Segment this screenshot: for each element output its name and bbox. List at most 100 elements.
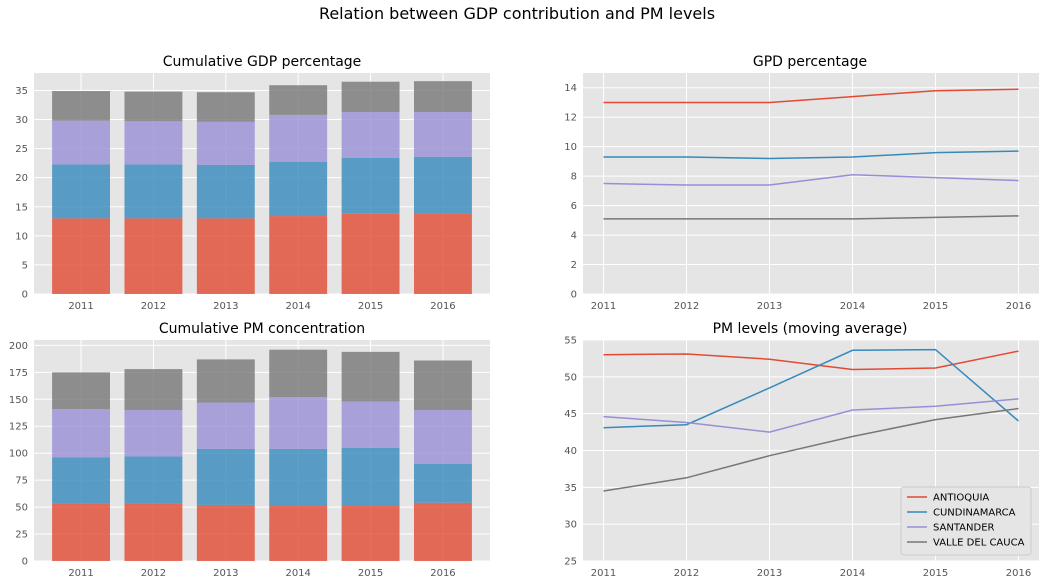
- y-tick-label: 15: [15, 202, 28, 213]
- x-tick-label: 2016: [430, 568, 455, 579]
- x-tick-label: 2016: [1006, 568, 1031, 579]
- y-tick-label: 2: [571, 260, 577, 271]
- x-tick-label: 2015: [358, 568, 383, 579]
- x-tick-label: 2012: [674, 568, 699, 579]
- x-tick-label: 2013: [213, 301, 238, 312]
- x-tick-label: 2012: [141, 568, 166, 579]
- y-tick-label: 4: [571, 231, 577, 242]
- x-tick-label: 2016: [430, 301, 455, 312]
- panel-title: Cumulative GDP percentage: [163, 54, 362, 70]
- bar-segment: [52, 218, 110, 294]
- x-tick-label: 2014: [285, 568, 310, 579]
- legend-label: CUNDINAMARCA: [933, 508, 1016, 519]
- bar-segment: [52, 120, 110, 165]
- x-tick-label: 2013: [757, 568, 782, 579]
- bar-segment: [414, 360, 472, 411]
- x-tick-label: 2015: [358, 301, 383, 312]
- legend-label: SANTANDER: [933, 523, 995, 534]
- bar-segment: [414, 213, 472, 294]
- y-tick-label: 10: [564, 142, 577, 153]
- x-tick-label: 2013: [213, 568, 238, 579]
- bar-segment: [269, 448, 328, 507]
- bar-segment: [52, 91, 110, 121]
- y-tick-label: 8: [571, 172, 577, 183]
- series-line: [603, 348, 1019, 429]
- panel-cumulative-gdp: Cumulative GDP percentage 0 5 10 15 20 25 30 35…: [15, 54, 490, 312]
- bar-segment: [341, 111, 400, 158]
- bar-segment: [124, 410, 183, 457]
- bar-segment: [414, 463, 472, 503]
- x-tick-label: 2011: [591, 301, 616, 312]
- y-tick-label: 50: [15, 503, 28, 514]
- y-tick-label: 0: [22, 290, 28, 301]
- series-line: [603, 350, 1019, 371]
- legend-box: [900, 486, 1032, 556]
- y-tick-label: 20: [15, 173, 28, 184]
- y-tick-label: 25: [564, 557, 577, 568]
- y-tick-label: 55: [564, 336, 577, 347]
- x-tick-label: 2013: [757, 301, 782, 312]
- bar-segment: [196, 92, 255, 122]
- y-tick-label: 0: [22, 557, 28, 568]
- x-tick-label: 2011: [591, 568, 616, 579]
- bar-segment: [269, 114, 328, 162]
- figure-title: Relation between GDP contribution and PM…: [319, 4, 715, 23]
- y-tick-label: 25: [15, 144, 28, 155]
- x-tick-label: 2012: [141, 301, 166, 312]
- bar-segment: [341, 401, 400, 448]
- bar-segment: [52, 503, 110, 561]
- bar-segment: [341, 506, 400, 561]
- y-tick-label: 10: [15, 231, 28, 242]
- y-tick-label: 30: [15, 115, 28, 126]
- bar-segment: [414, 111, 472, 157]
- bar-segment: [269, 161, 328, 217]
- y-tick-label: 50: [564, 372, 577, 383]
- bar-segment: [269, 216, 328, 294]
- y-tick-label: 25: [15, 530, 28, 541]
- x-tick-label: 2011: [68, 568, 93, 579]
- bar-segment: [124, 456, 183, 504]
- bar-segment: [124, 121, 183, 165]
- x-tick-label: 2015: [923, 301, 948, 312]
- panel-title: Cumulative PM concentration: [159, 321, 365, 337]
- bar-segment: [52, 372, 110, 409]
- y-tick-label: 125: [9, 422, 28, 433]
- y-tick-label: 75: [15, 476, 28, 487]
- bar-segment: [52, 408, 110, 458]
- panel-cumulative-pm: Cumulative PM concentration 0 25 50 75 100 12…: [9, 321, 490, 579]
- bar-segment: [414, 410, 472, 464]
- bar-segment: [124, 503, 183, 561]
- bar-segment: [196, 448, 255, 505]
- bar-segment: [269, 85, 328, 115]
- plot-background: [583, 73, 1039, 294]
- y-tick-label: 6: [571, 201, 577, 212]
- panel-gdp-percentage: GPD percentage 0 2 4 6 8 10 12 14 2011 2012 2013 20…: [564, 54, 1039, 312]
- bar-segment: [269, 506, 328, 561]
- series-line: [603, 173, 1019, 186]
- legend-label: VALLE DEL CAUCA: [933, 538, 1025, 549]
- panel-pm-moving-average: PM levels (moving average) 25 30 35 40 45 50 5…: [564, 321, 1039, 579]
- bar-segment: [124, 369, 183, 411]
- y-tick-label: 14: [564, 83, 577, 94]
- legend-label: ANTIOQUIA: [933, 493, 989, 504]
- x-tick-label: 2014: [840, 301, 865, 312]
- panel-title: GPD percentage: [753, 54, 867, 70]
- bar-segment: [414, 502, 472, 561]
- bar-segment: [196, 402, 255, 449]
- bar-segment: [269, 397, 328, 449]
- series-line: [603, 88, 1019, 104]
- bar-segment: [196, 359, 255, 403]
- bar-segment: [196, 504, 255, 561]
- series-line: [603, 215, 1019, 220]
- x-tick-label: 2014: [840, 568, 865, 579]
- bar-segment: [124, 164, 183, 219]
- series-line: [603, 150, 1019, 160]
- legend: ANTIOQUIA CUNDINAMARCA SANTANDER VALLE DEL …: [900, 486, 1032, 556]
- bar-segment: [196, 164, 255, 219]
- x-tick-label: 2012: [674, 301, 699, 312]
- bar-segment: [341, 213, 400, 294]
- bar-segment: [341, 447, 400, 507]
- y-tick-label: 30: [564, 520, 577, 531]
- bar-segment: [124, 218, 183, 294]
